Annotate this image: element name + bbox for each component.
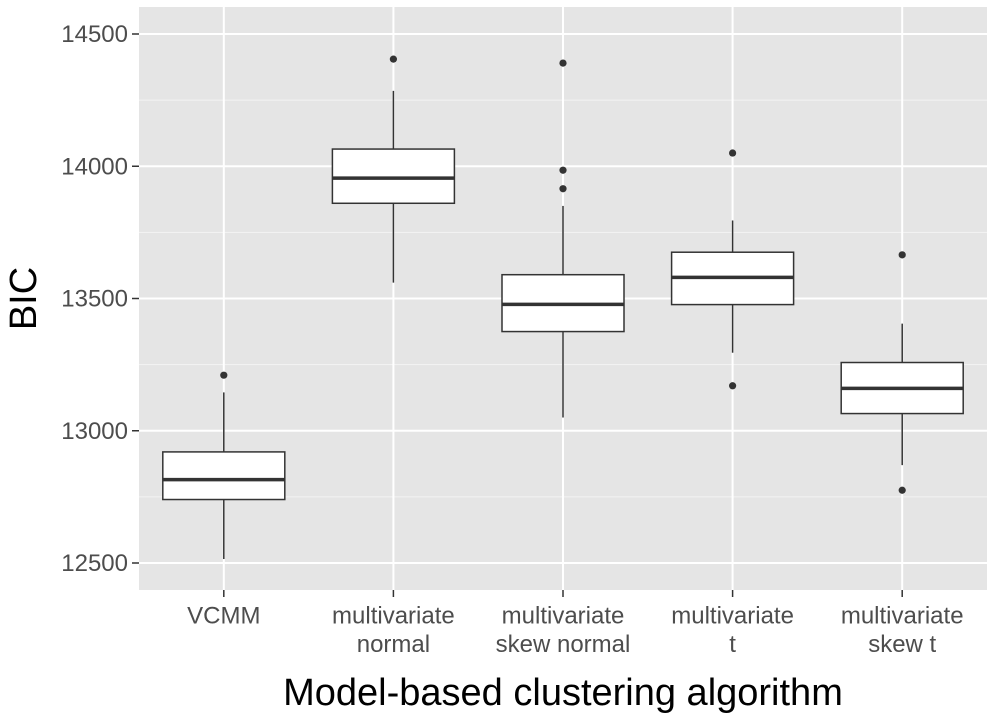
y-axis-title: BIC xyxy=(3,267,45,330)
box-group xyxy=(162,371,286,560)
y-tick-label: 12500 xyxy=(61,550,128,577)
x-tick-label: multivariate normal xyxy=(332,602,455,658)
outlier-point xyxy=(898,486,906,494)
outlier-point xyxy=(559,166,567,174)
box-iqr xyxy=(162,451,286,501)
outlier-point xyxy=(729,382,737,390)
boxes xyxy=(162,55,964,560)
x-tick-label: multivariate t xyxy=(671,602,794,658)
x-tick-label-line: multivariate xyxy=(841,602,964,629)
x-tick-label-line: t xyxy=(729,631,736,658)
y-tick-label: 14000 xyxy=(61,153,128,180)
y-tick-label: 14500 xyxy=(61,21,128,48)
x-tick-label: multivariate skew normal xyxy=(496,602,631,658)
box-group xyxy=(501,59,625,418)
box-group xyxy=(331,55,456,283)
x-tick-label-line: multivariate xyxy=(332,602,455,629)
x-tick-label-line: skew t xyxy=(868,631,936,658)
x-tick-label-line: VCMM xyxy=(187,602,260,629)
box-group xyxy=(670,149,795,390)
box-group xyxy=(840,251,964,494)
y-tick-label: 13000 xyxy=(61,418,128,445)
y-tick-label: 13500 xyxy=(61,286,128,313)
x-tick-label-line: skew normal xyxy=(496,631,631,658)
y-axis: 12500 13000 13500 14000 14500 xyxy=(61,21,139,577)
outlier-point xyxy=(559,59,567,67)
outlier-point xyxy=(559,185,567,193)
outlier-point xyxy=(389,55,397,63)
x-tick-label-line: multivariate xyxy=(671,602,794,629)
outlier-point xyxy=(220,371,228,379)
x-axis-title: Model-based clustering algorithm xyxy=(283,672,843,714)
outlier-point xyxy=(729,149,737,157)
outlier-point xyxy=(898,251,906,259)
box-iqr xyxy=(331,148,456,205)
x-tick-label: VCMM xyxy=(187,602,260,629)
x-tick-label-line: normal xyxy=(357,631,430,658)
x-tick-label: multivariate skew t xyxy=(841,602,964,658)
x-tick-label-line: multivariate xyxy=(502,602,625,629)
